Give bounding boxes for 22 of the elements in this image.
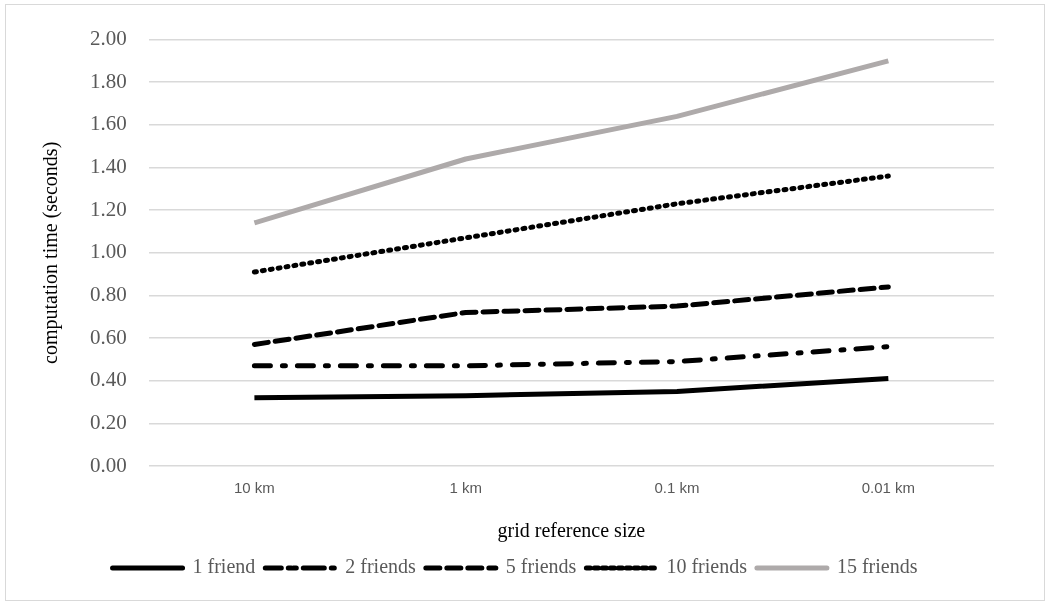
- x-axis-title: grid reference size: [497, 519, 646, 543]
- y-tick-label: 1.80: [90, 68, 127, 93]
- y-tick-label: 0.00: [90, 452, 127, 477]
- y-tick-label: 0.60: [90, 324, 127, 349]
- y-axis-title: computation time (seconds): [39, 141, 63, 364]
- x-tick-label: 0.1 km: [654, 479, 700, 497]
- y-tick-label: 1.20: [90, 196, 127, 221]
- y-tick-label: 1.60: [90, 111, 127, 136]
- legend-label: 10 friends: [666, 555, 748, 578]
- x-tick-label: 10 km: [233, 479, 275, 497]
- y-tick-label: 0.20: [90, 409, 127, 434]
- y-tick-label: 2.00: [90, 26, 127, 51]
- y-tick-label: 1.00: [90, 239, 127, 264]
- y-tick-label: 1.40: [90, 154, 127, 179]
- legend-label: 1 friend: [192, 555, 256, 578]
- legend-label: 15 friends: [836, 555, 918, 578]
- x-tick-label: 0.01 km: [861, 479, 916, 497]
- x-tick-label: 1 km: [449, 479, 482, 497]
- y-tick-label: 0.80: [90, 281, 127, 306]
- legend-label: 2 friends: [345, 555, 417, 578]
- y-tick-label: 0.40: [90, 367, 127, 392]
- legend-label: 5 friends: [505, 555, 577, 578]
